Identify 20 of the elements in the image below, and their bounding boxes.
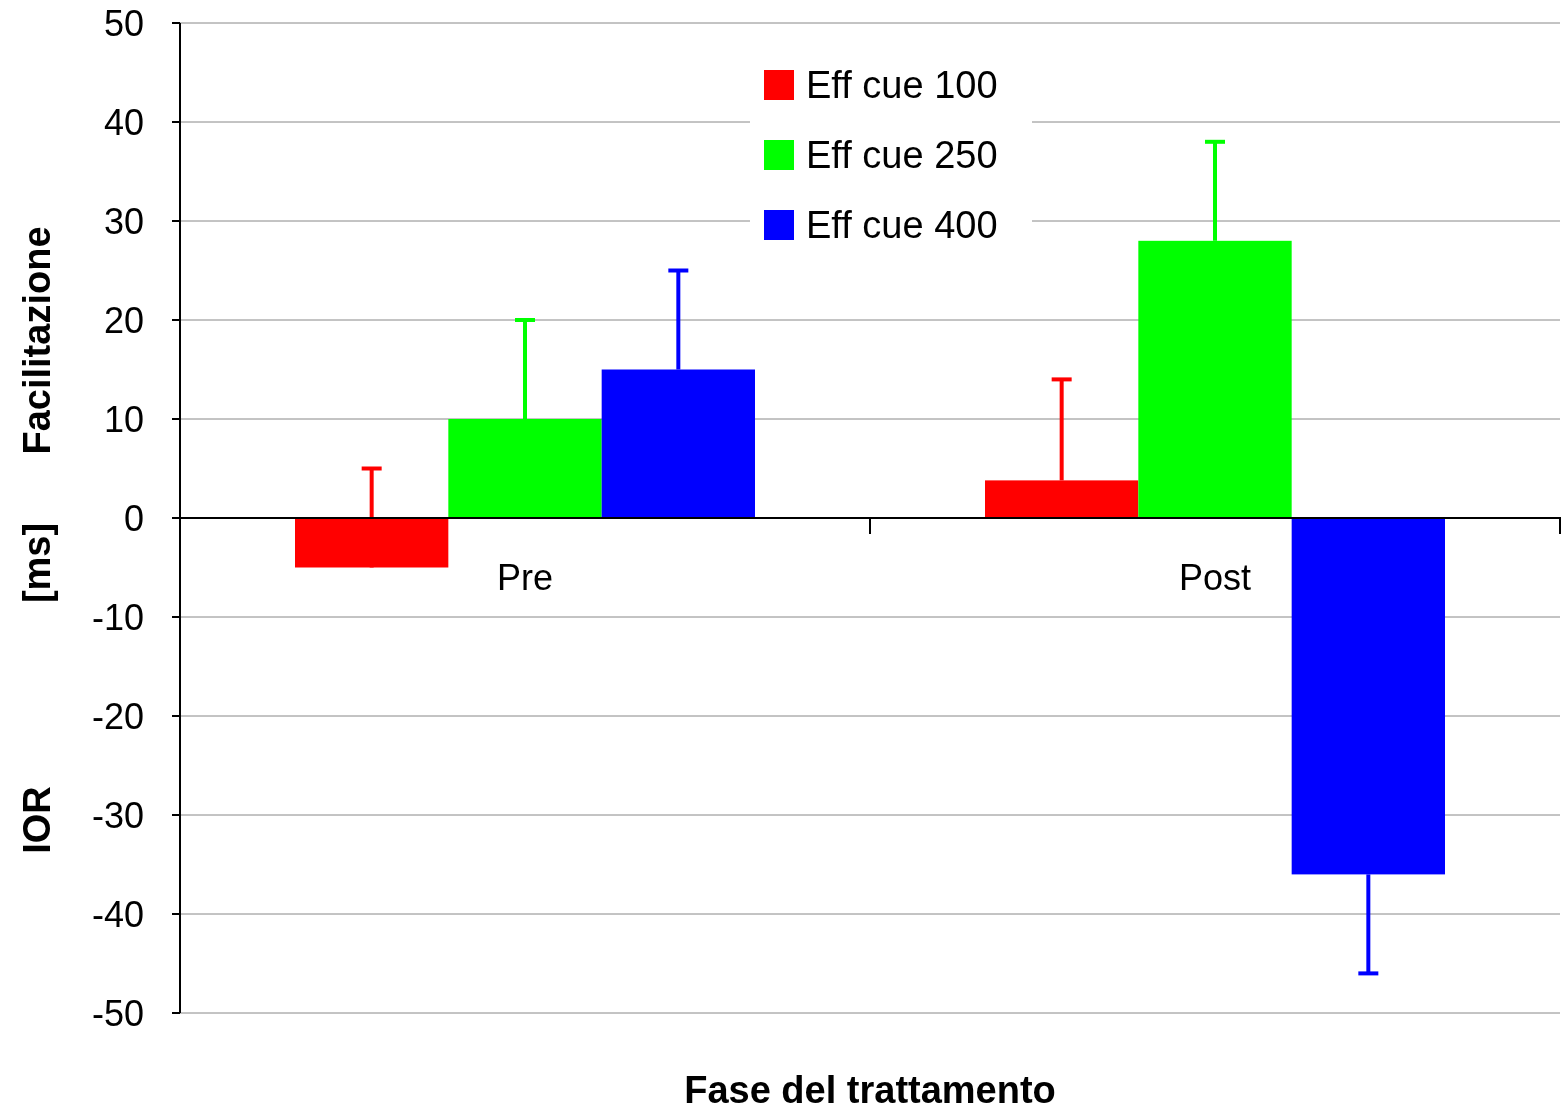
y-tick-label: -20 <box>91 695 144 737</box>
y-tick-label: 50 <box>103 2 144 44</box>
y-tick-label: 30 <box>103 200 144 242</box>
y-tick-label: 20 <box>103 299 144 341</box>
legend-label: Eff cue 100 <box>806 64 998 107</box>
y-tick-label: 40 <box>103 101 144 143</box>
x-tick-label: Pre <box>496 557 554 598</box>
legend-label: Eff cue 400 <box>806 204 998 247</box>
y-axis-title: [ms] <box>16 522 58 604</box>
text: Facilitazione <box>16 226 58 455</box>
x-axis-title: Fase del trattamento <box>684 1069 1056 1111</box>
y-tick-label: 0 <box>123 497 144 539</box>
text: IOR <box>16 786 58 854</box>
x-tick-label: Post <box>1178 557 1252 598</box>
y-tick-label: 10 <box>103 398 144 440</box>
y-tick-label: -40 <box>91 893 144 935</box>
y-tick-label: -30 <box>91 794 144 836</box>
legend-label: Eff cue 250 <box>806 134 998 177</box>
y-tick-label: -10 <box>91 596 144 638</box>
y-tick-label: -50 <box>91 992 144 1034</box>
